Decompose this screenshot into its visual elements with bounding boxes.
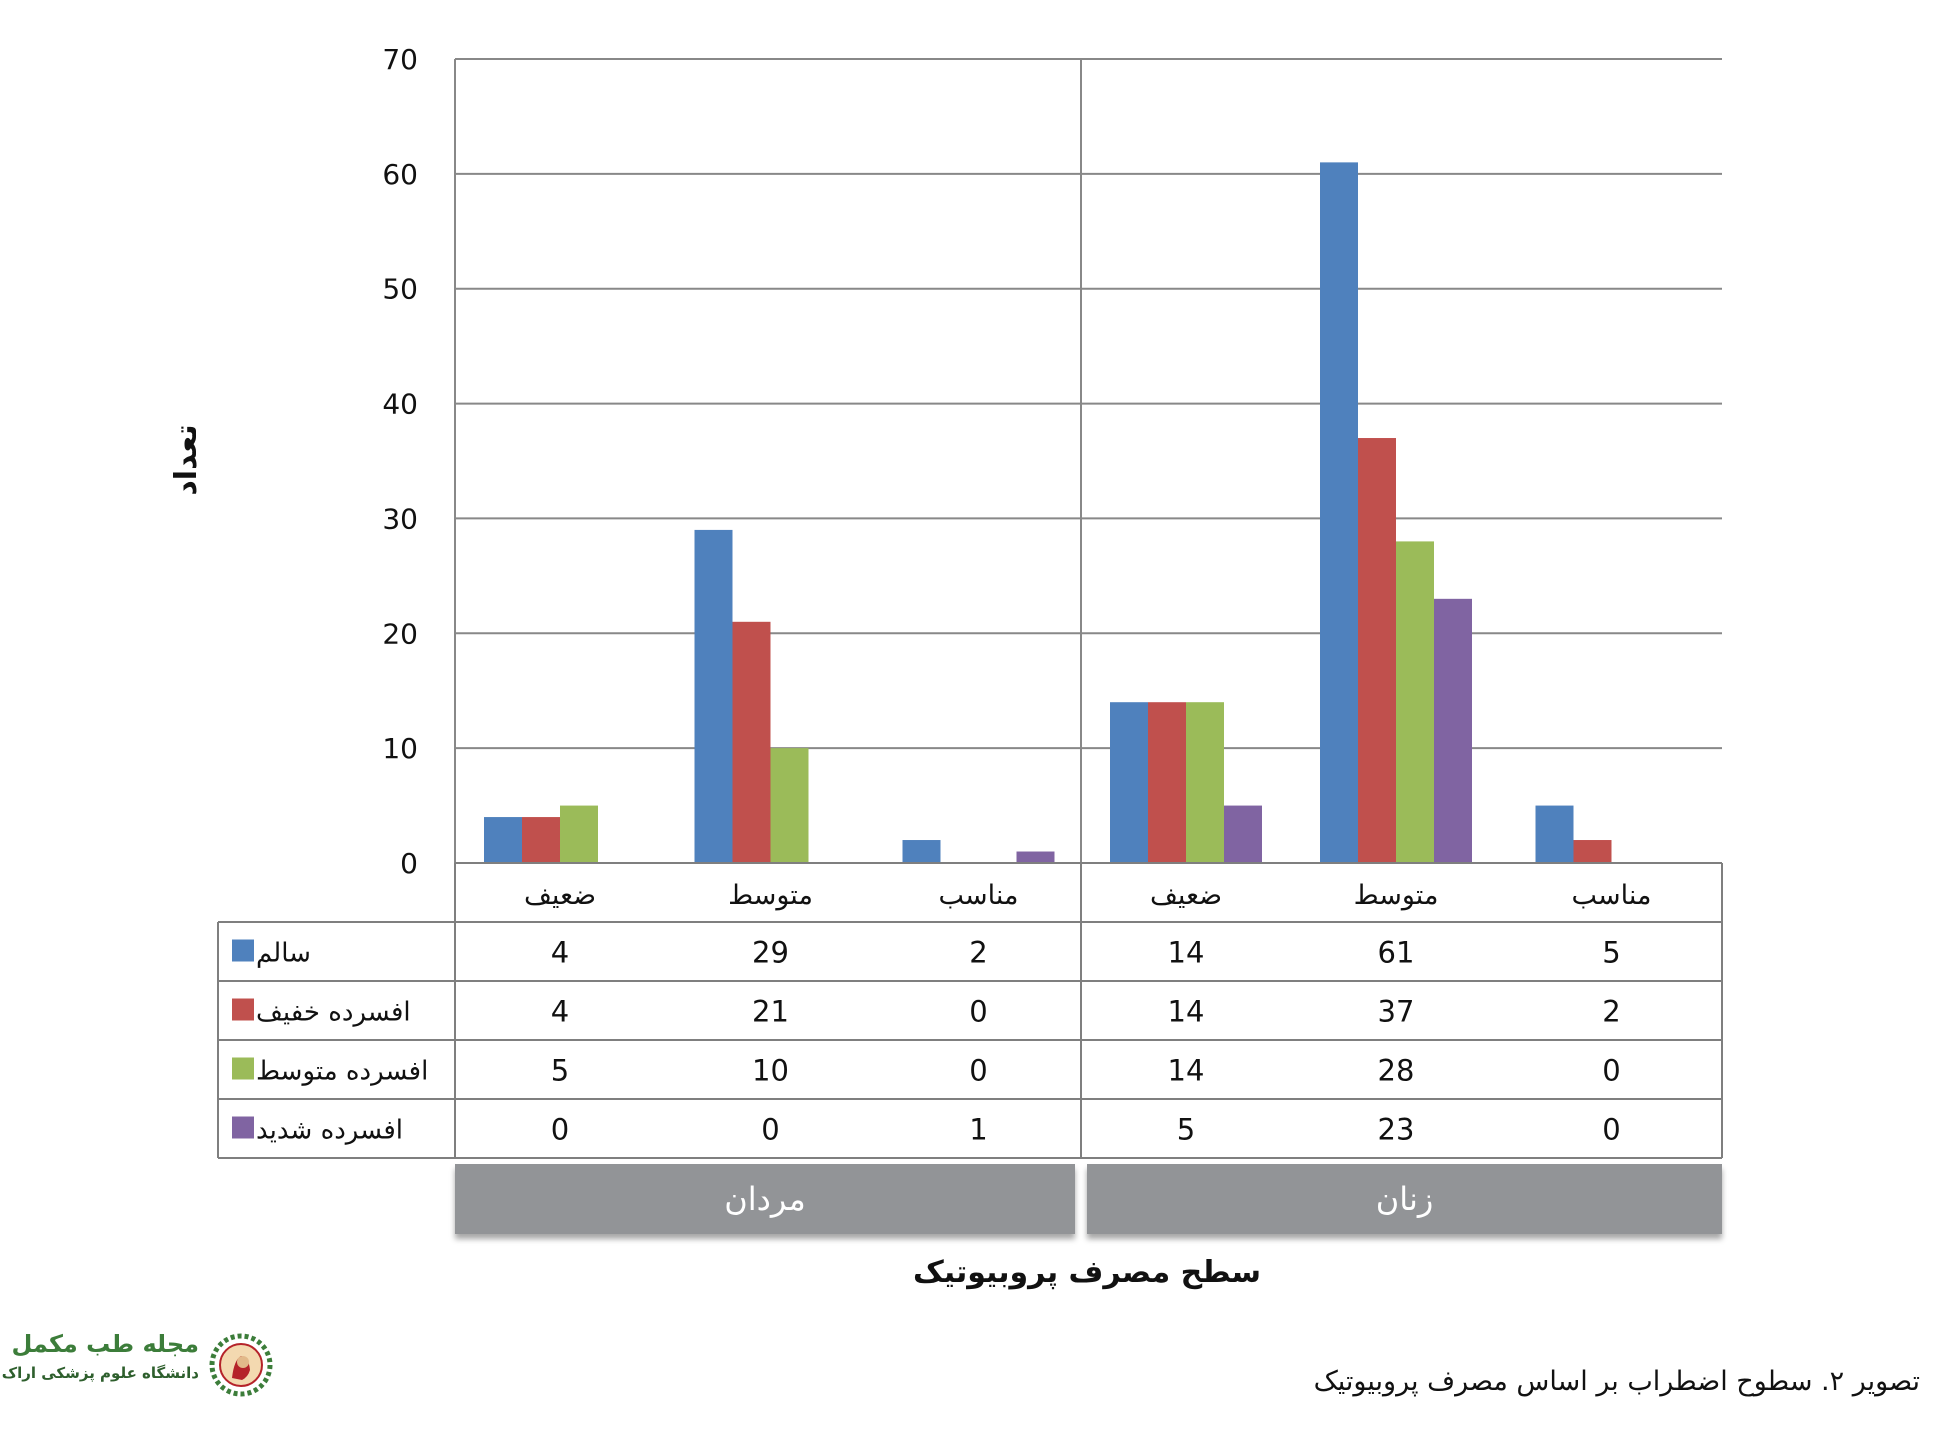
y-tick-label: 60 [382,158,418,191]
data-label: 14 [1168,1054,1205,1088]
data-label: 14 [1168,995,1205,1029]
group-band [1087,1164,1722,1234]
y-tick-label: 40 [382,388,418,421]
y-tick-label: 10 [382,732,418,765]
data-label: 23 [1378,1113,1415,1147]
y-tick-label: 20 [382,617,418,650]
logo-title: مجله طب مکمل [11,1330,199,1358]
data-label: 0 [1602,1054,1620,1088]
group-label: زنان [1376,1180,1434,1218]
bars [484,162,1612,863]
data-label: 0 [969,1054,987,1088]
y-axis-ticks: 0 10 20 30 40 50 60 70 [382,43,418,880]
data-label: 21 [752,995,789,1029]
bar [1016,851,1055,863]
bar [484,817,522,863]
gridlines [454,58,1722,864]
data-label: 2 [1602,995,1620,1029]
legend-label: افسرده شدید [256,1116,403,1146]
bar [1396,541,1434,863]
legend-swatch [232,1116,254,1139]
data-label: 10 [752,1054,789,1088]
data-label: 4 [551,995,569,1029]
bar [522,817,560,863]
legend-label: افسرده خفیف [256,998,411,1028]
legend-label: سالم [256,939,311,969]
data-label: 4 [551,936,569,970]
data-label: 29 [752,936,789,970]
y-tick-label: 70 [382,43,418,76]
data-label: 0 [551,1113,569,1147]
bar [770,748,809,863]
bar [1358,438,1396,863]
data-label: 1 [969,1113,987,1147]
legend-swatch [232,998,254,1021]
y-tick-label: 30 [382,502,418,535]
y-axis-label: تعداد [169,424,204,495]
group-label: مردان [724,1180,805,1218]
legend-swatch [232,1057,254,1080]
x-category-label: مناسب [1572,880,1652,911]
bar [732,621,771,863]
x-category-label: متوسط [728,880,813,911]
bar [1148,702,1186,863]
data-label: 0 [1602,1113,1620,1147]
legend-label: افسرده متوسط [256,1057,428,1087]
data-label: 28 [1378,1054,1415,1088]
bar [1186,702,1224,863]
x-category-label: مناسب [939,880,1019,911]
x-category-label: متوسط [1354,880,1439,911]
bar [560,805,598,863]
data-label: 61 [1378,936,1415,970]
bar [1573,840,1612,863]
data-label: 14 [1168,936,1205,970]
bar [1110,702,1148,863]
data-label: 2 [969,936,987,970]
data-label: 0 [761,1113,779,1147]
data-label: 0 [969,995,987,1029]
x-category-label: ضعیف [1150,880,1222,911]
bar [694,529,733,863]
bar [902,840,941,863]
laurel-seal-icon [209,1333,273,1397]
bar [1434,598,1472,863]
journal-logo: مجله طب مکمل دانشگاه علوم پزشکی اراک [1,1330,279,1400]
data-label: 5 [551,1054,569,1088]
data-label: 5 [1602,936,1620,970]
legend-swatch [232,939,254,962]
group-band [455,1164,1075,1234]
bar [1535,805,1574,863]
data-label: 37 [1378,995,1415,1029]
data-label: 5 [1177,1113,1195,1147]
x-category-label: ضعیف [524,880,596,911]
x-axis-label: سطح مصرف پروبیوتیک [913,1255,1261,1290]
bar [1224,805,1262,863]
y-tick-label: 50 [382,273,418,306]
y-tick-label: 0 [400,847,418,880]
bar [1320,162,1358,863]
figure-caption: تصویر ۲. سطوح اضطراب بر اساس مصرف پروبیو… [1313,1366,1920,1397]
logo-subtitle: دانشگاه علوم پزشکی اراک [1,1364,199,1382]
